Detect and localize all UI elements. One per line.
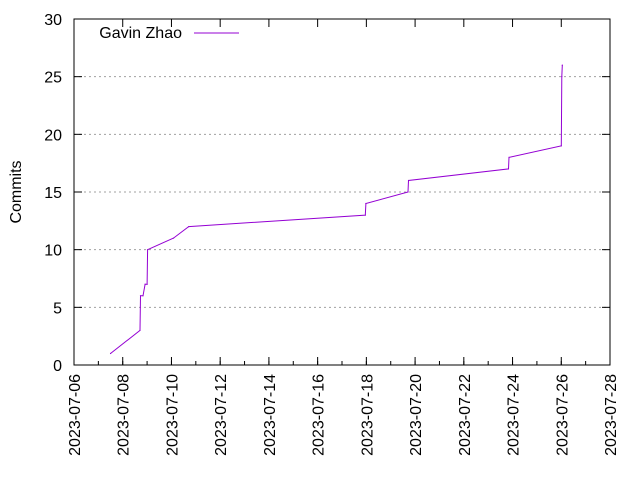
y-axis-ticks: 0 5 10 15 20 25 30 — [44, 12, 610, 375]
x-tick-label: 2023-07-22 — [457, 374, 474, 456]
x-axis-ticks: 2023-07-06 2023-07-08 2023-07-10 2023-07-12… — [67, 19, 620, 456]
series-line — [110, 65, 563, 354]
y-tick-label: 25 — [44, 70, 62, 87]
data-point — [560, 145, 562, 147]
x-tick-label: 2023-07-12 — [213, 374, 230, 456]
data-point — [561, 64, 563, 66]
x-tick-label: 2023-07-06 — [67, 374, 84, 456]
x-tick-label: 2023-07-24 — [506, 374, 523, 456]
y-tick-label: 30 — [44, 12, 62, 29]
grid-lines — [74, 76, 610, 308]
y-tick-label: 10 — [44, 243, 62, 260]
legend: Gavin Zhao — [99, 25, 239, 42]
x-tick-label: 2023-07-20 — [408, 374, 425, 456]
x-tick-label: 2023-07-08 — [116, 374, 133, 456]
x-tick-label: 2023-07-10 — [164, 374, 181, 456]
y-tick-label: 5 — [53, 300, 62, 317]
data-point — [364, 214, 366, 216]
x-tick-label: 2023-07-26 — [554, 374, 571, 456]
data-point — [144, 283, 146, 285]
data-point — [407, 191, 409, 193]
data-point — [146, 283, 148, 285]
y-axis-title: Commits — [8, 160, 25, 223]
data-point — [109, 352, 112, 355]
x-tick-label: 2023-07-16 — [311, 374, 328, 456]
data-point — [172, 237, 175, 239]
data-point — [508, 156, 510, 158]
data-point — [561, 76, 563, 78]
y-tick-label: 0 — [53, 358, 62, 375]
x-tick-label: 2023-07-28 — [603, 374, 620, 456]
data-point — [139, 329, 141, 331]
data-point — [365, 202, 367, 205]
data-point — [139, 295, 142, 297]
legend-label: Gavin Zhao — [99, 25, 182, 42]
y-tick-label: 15 — [44, 185, 62, 202]
series-lines — [109, 64, 563, 355]
data-point — [188, 226, 190, 228]
data-point — [146, 249, 149, 251]
data-point — [507, 168, 510, 170]
y-tick-label: 20 — [44, 127, 62, 144]
data-point — [407, 179, 410, 182]
data-point — [142, 295, 144, 297]
x-tick-label: 2023-07-14 — [262, 374, 279, 456]
x-tick-label: 2023-07-18 — [359, 374, 376, 456]
